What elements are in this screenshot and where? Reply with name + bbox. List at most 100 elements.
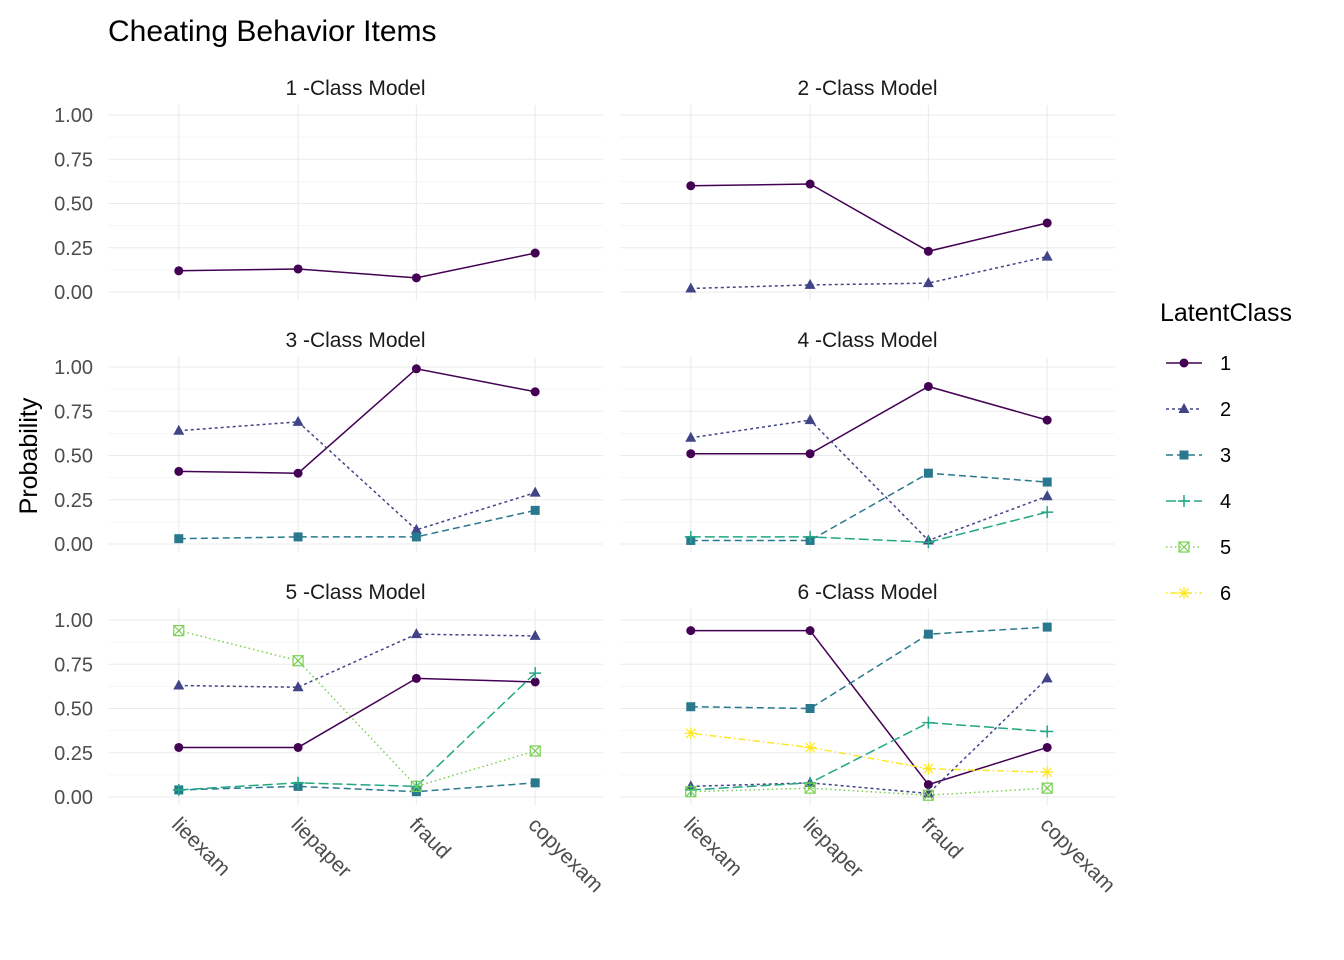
y-tick-label: 0.00 [54, 282, 93, 304]
facet-panel-5: 5 -Class Model 0.00 0.25 0.50 0.75 1.00 lieexa… [54, 581, 608, 897]
x-tick-label: lieexam [679, 813, 746, 880]
data-point-copyexam [530, 505, 540, 515]
data-point-copyexam [1042, 477, 1052, 487]
data-point-liepaper [804, 414, 816, 425]
x-tick-label: copyexam [1036, 813, 1120, 897]
y-axis-label: Probability [15, 397, 43, 514]
x-tick-label: fraud [405, 813, 455, 863]
series-line-class-3 [178, 782, 536, 793]
x-tick-label: fraud [917, 813, 967, 863]
data-point-liepaper [292, 776, 305, 789]
series-class-1 [174, 364, 540, 478]
data-point-fraud [410, 523, 422, 534]
data-point-lieexam [684, 783, 697, 796]
series-class-1 [174, 673, 540, 752]
data-point-lieexam [686, 702, 696, 712]
facet-panel-4: 4 -Class Model [620, 329, 1115, 552]
data-point-copyexam [1041, 250, 1053, 261]
data-point-fraud [411, 273, 421, 283]
legend-key-marker [1178, 541, 1190, 553]
data-point-liepaper [805, 449, 815, 459]
legend-item-4: 4 [1166, 491, 1231, 513]
series-class-1 [686, 179, 1052, 256]
series-line-class-3 [690, 626, 1048, 710]
data-point-lieexam [686, 626, 696, 636]
series-line-class-3 [690, 472, 1048, 542]
data-point-copyexam [1041, 725, 1054, 738]
data-point-liepaper [293, 264, 303, 274]
series-class-4 [684, 506, 1054, 549]
data-point-liepaper [805, 179, 815, 189]
series-line-class-4 [690, 511, 1048, 543]
series-class-2 [173, 415, 541, 534]
data-point-lieexam [174, 266, 184, 276]
data-point-fraud [922, 789, 934, 801]
data-point-lieexam [173, 679, 185, 690]
data-point-copyexam [529, 486, 541, 497]
series-line-class-1 [690, 183, 1048, 253]
series-line-class-4 [690, 721, 1048, 791]
facet-strip-label: 2 -Class Model [797, 77, 937, 100]
y-tick-label: 0.75 [54, 149, 93, 171]
data-point-fraud [411, 364, 421, 374]
y-tick-label: 0.50 [54, 446, 93, 468]
series-line-class-6 [690, 732, 1048, 773]
data-point-copyexam [1041, 766, 1054, 779]
data-point-copyexam [529, 745, 541, 757]
facet-panels: 1 -Class Model 0.00 0.25 0.50 0.75 1.00 2 -Cla… [54, 77, 1120, 897]
series-class-2 [173, 628, 541, 692]
series-line-class-2 [690, 255, 1048, 290]
data-point-lieexam [172, 783, 185, 796]
data-point-copyexam [529, 667, 542, 680]
data-point-liepaper [293, 468, 303, 478]
data-point-copyexam [1041, 506, 1054, 519]
series-class-1 [174, 248, 540, 283]
facet-panel-3: 3 -Class Model 0.00 0.25 0.50 0.75 1.00 [54, 329, 603, 556]
data-point-copyexam [530, 248, 540, 258]
series-line-class-2 [178, 421, 536, 531]
data-point-liepaper [293, 532, 303, 542]
series-line-class-1 [690, 629, 1048, 786]
data-point-liepaper [293, 742, 303, 752]
data-point-lieexam [685, 431, 697, 442]
data-point-lieexam [173, 625, 185, 637]
y-tick-label: 0.25 [54, 490, 93, 512]
y-tick-label: 0.75 [54, 401, 93, 423]
legend-title: LatentClass [1160, 299, 1292, 327]
facet-strip-label: 5 -Class Model [285, 581, 425, 604]
series-class-1 [686, 626, 1052, 790]
data-point-liepaper [292, 681, 304, 692]
series-class-1 [686, 381, 1052, 459]
legend-key-marker [1178, 403, 1190, 413]
y-tick-label: 0.25 [54, 238, 93, 260]
facet-strip-label: 3 -Class Model [285, 329, 425, 352]
data-point-lieexam [174, 466, 184, 476]
data-point-copyexam [1042, 742, 1052, 752]
data-point-fraud [923, 629, 933, 639]
data-point-liepaper [292, 415, 304, 426]
series-line-class-1 [178, 252, 536, 279]
facet-panel-2: 2 -Class Model [620, 77, 1115, 300]
data-point-copyexam [1041, 672, 1053, 683]
legend-label: 4 [1220, 491, 1231, 513]
x-tick-label: liepaper [287, 813, 356, 882]
data-point-fraud [410, 628, 422, 639]
data-point-lieexam [685, 786, 697, 798]
data-point-fraud [922, 716, 935, 729]
legend-key-marker [1178, 587, 1190, 599]
series-class-2 [685, 250, 1053, 293]
chart-title: Cheating Behavior Items [108, 15, 437, 48]
series-line-class-1 [690, 385, 1048, 455]
data-point-fraud [411, 673, 421, 683]
series-class-2 [685, 672, 1053, 798]
data-point-copyexam [1042, 622, 1052, 632]
facet-strip-label: 4 -Class Model [797, 329, 937, 352]
legend-item-6: 6 [1166, 583, 1231, 605]
legend-item-1: 1 [1166, 353, 1231, 375]
data-point-copyexam [530, 778, 540, 788]
facet-strip-label: 1 -Class Model [285, 77, 425, 100]
data-point-liepaper [804, 278, 816, 289]
legend-label: 1 [1220, 353, 1231, 375]
y-tick-label: 0.00 [54, 787, 93, 809]
